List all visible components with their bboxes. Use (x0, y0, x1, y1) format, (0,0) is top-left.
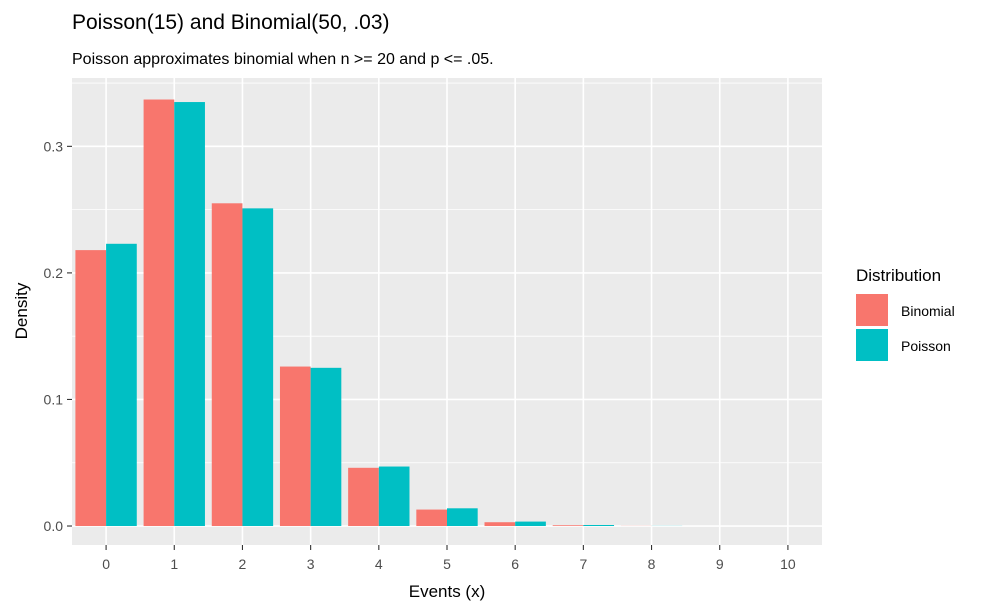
x-tick-label: 4 (375, 556, 383, 572)
bar-binomial-3 (279, 366, 311, 527)
chart-subtitle: Poisson approximates binomial when n >= … (72, 51, 494, 68)
y-axis-title: Density (12, 282, 31, 339)
x-tick-label: 6 (511, 556, 519, 572)
bar-poisson-6 (515, 521, 546, 527)
y-tick-label: 0.3 (44, 138, 64, 154)
bar-binomial-1 (143, 99, 175, 527)
bar-binomial-2 (211, 203, 243, 527)
bar-poisson-5 (447, 508, 478, 527)
bar-binomial-6 (484, 522, 516, 527)
legend-label-binomial: Binomial (901, 303, 955, 319)
x-tick-label: 10 (780, 556, 796, 572)
bar-poisson-7 (583, 525, 615, 527)
x-axis-title: Events (x) (409, 582, 486, 601)
chart-title: Poisson(15) and Binomial(50, .03) (72, 11, 390, 34)
y-tick-label: 0.2 (44, 265, 64, 281)
bar-poisson-0 (106, 243, 137, 527)
bar-poisson-1 (174, 102, 205, 527)
x-tick-label: 3 (307, 556, 315, 572)
bar-binomial-0 (75, 250, 107, 527)
legend-key-binomial (856, 294, 888, 326)
bar-poisson-2 (242, 208, 274, 527)
legend-label-poisson: Poisson (901, 338, 951, 354)
x-tick-label: 2 (239, 556, 247, 572)
x-tick-label: 9 (716, 556, 724, 572)
x-tick-label: 7 (579, 556, 587, 572)
legend-key-poisson (856, 329, 888, 361)
bars (75, 99, 683, 527)
bar-binomial-5 (416, 509, 447, 527)
bar-poisson-4 (378, 466, 410, 527)
bar-poisson-3 (310, 367, 342, 527)
bar-binomial-7 (552, 525, 584, 527)
y-tick-label: 0.0 (44, 518, 64, 534)
x-tick-label: 0 (102, 556, 110, 572)
bar-binomial-4 (348, 467, 379, 527)
legend-title: Distribution (856, 266, 941, 285)
x-tick-label: 8 (648, 556, 656, 572)
y-axis: 0.0 0.1 0.2 0.3 (44, 138, 72, 534)
x-axis: 0 1 2 3 4 5 6 7 8 9 10 (102, 545, 796, 572)
legend: Distribution Binomial Poisson (856, 266, 955, 361)
x-tick-label: 1 (170, 556, 178, 572)
y-tick-label: 0.1 (44, 391, 64, 407)
x-tick-label: 5 (443, 556, 451, 572)
legend-items: Binomial Poisson (856, 294, 955, 361)
